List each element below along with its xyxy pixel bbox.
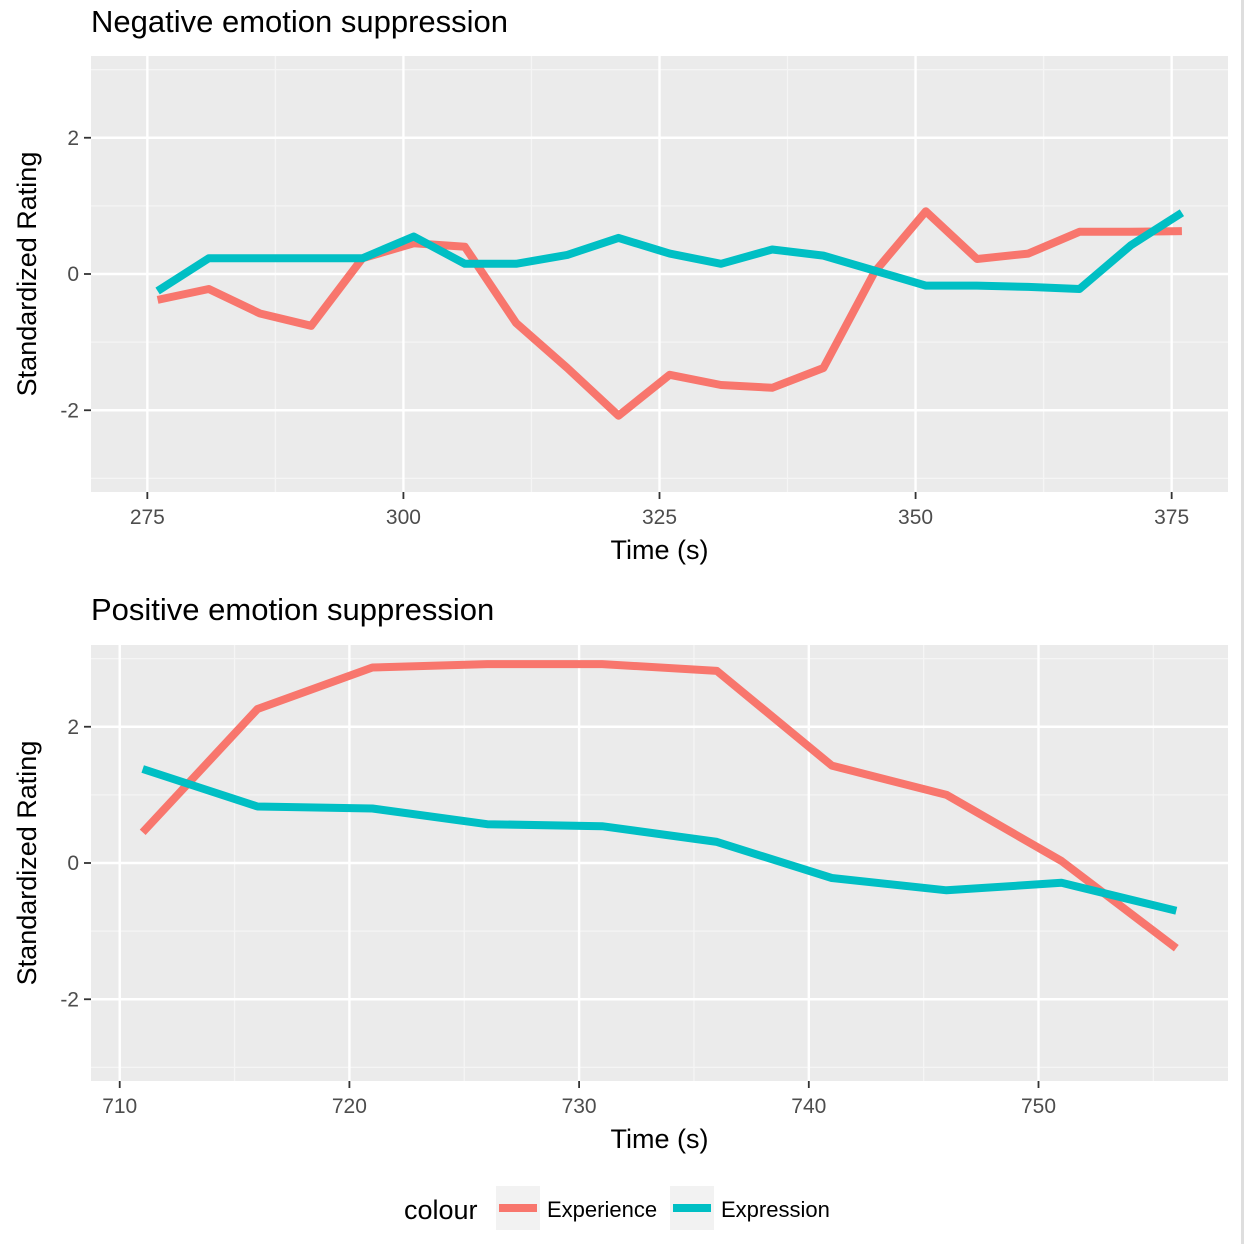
x-tick-label: 300 — [386, 506, 421, 529]
y-tick-label: -2 — [60, 988, 79, 1011]
y-tick-label: 2 — [67, 127, 79, 150]
legend-title: colour — [404, 1195, 478, 1225]
x-tick-label: 350 — [898, 506, 933, 529]
series-line-experience — [156, 207, 1182, 420]
series-line-experience — [139, 660, 1179, 952]
y-tick-label: 0 — [67, 263, 79, 286]
x-tick-label: 710 — [102, 1095, 137, 1118]
x-axis-title: Time (s) — [611, 1124, 709, 1154]
series-line-expression — [155, 209, 1185, 295]
window-edge — [1241, 0, 1244, 1244]
y-tick-label: 0 — [67, 852, 79, 875]
y-axis-title: Standardized Rating — [12, 152, 42, 397]
series-line-expression — [141, 765, 1178, 915]
chart-title: Negative emotion suppression — [91, 4, 508, 39]
legend-label: Expression — [721, 1197, 830, 1222]
positive-suppression-chart: Positive emotion suppression 710 720 730 740… — [12, 592, 1228, 1154]
x-tick-label: 325 — [642, 506, 677, 529]
legend-label: Experience — [547, 1197, 657, 1222]
chart-title: Positive emotion suppression — [91, 592, 494, 627]
legend: colour Experience Expression — [404, 1186, 830, 1230]
y-axis-title: Standardized Rating — [12, 741, 42, 986]
x-tick-label: 730 — [562, 1095, 597, 1118]
x-axis-title: Time (s) — [611, 535, 709, 565]
y-tick-label: 2 — [67, 716, 79, 739]
negative-suppression-chart: Negative emotion suppression 275 300 325 350… — [12, 4, 1228, 565]
x-tick-label: 750 — [1021, 1095, 1056, 1118]
x-tick-label: 275 — [130, 506, 165, 529]
y-tick-label: -2 — [60, 399, 79, 422]
x-tick-label: 740 — [791, 1095, 826, 1118]
x-tick-label: 375 — [1154, 506, 1189, 529]
x-tick-label: 720 — [332, 1095, 367, 1118]
